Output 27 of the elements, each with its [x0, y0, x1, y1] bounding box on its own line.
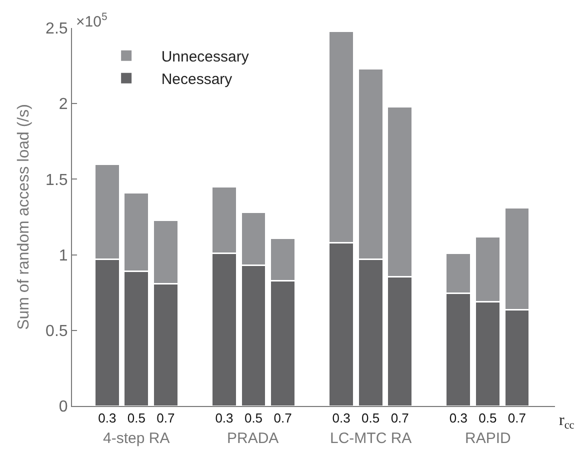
y-tick-label: 2.5	[46, 20, 68, 38]
x-axis-title: r$_{cc}$	[559, 412, 574, 432]
x-tick-label: 0.3	[215, 410, 234, 426]
x-tick-label: 0.5	[478, 410, 497, 426]
x-tick-label: 0.5	[362, 410, 380, 426]
text: LC-MTC RA	[330, 430, 412, 447]
x-tick-label: 0.5	[244, 410, 263, 426]
legend-label: Unnecessary	[161, 48, 250, 66]
annotation: ×10$^{5}$	[76, 11, 108, 30]
x-tick-label: 0.7	[274, 410, 292, 426]
text: 4-step RA	[103, 430, 170, 447]
text: PRADA	[227, 430, 279, 447]
y-tick-label: 0	[58, 398, 68, 416]
x-tick-label: 0.7	[508, 410, 526, 426]
x-tick-label: 0.7	[156, 410, 175, 426]
legend-label: Necessary	[161, 70, 233, 88]
x-tick-label: 0.7	[390, 410, 409, 426]
y-tick-label: 2	[58, 96, 68, 114]
text: RAPID	[465, 430, 512, 447]
x-tick-label: 0.5	[127, 410, 146, 426]
x-tick-label: 0.3	[449, 410, 468, 426]
x-tick-label: 0.3	[98, 410, 116, 426]
y-tick-label: 1	[58, 247, 68, 264]
y-axis-title: Sum of random access load (/s)	[15, 104, 32, 330]
x-tick-label: 0.3	[332, 410, 350, 426]
y-tick-label: 1.5	[46, 172, 68, 189]
y-tick-label: 0.5	[46, 323, 68, 340]
